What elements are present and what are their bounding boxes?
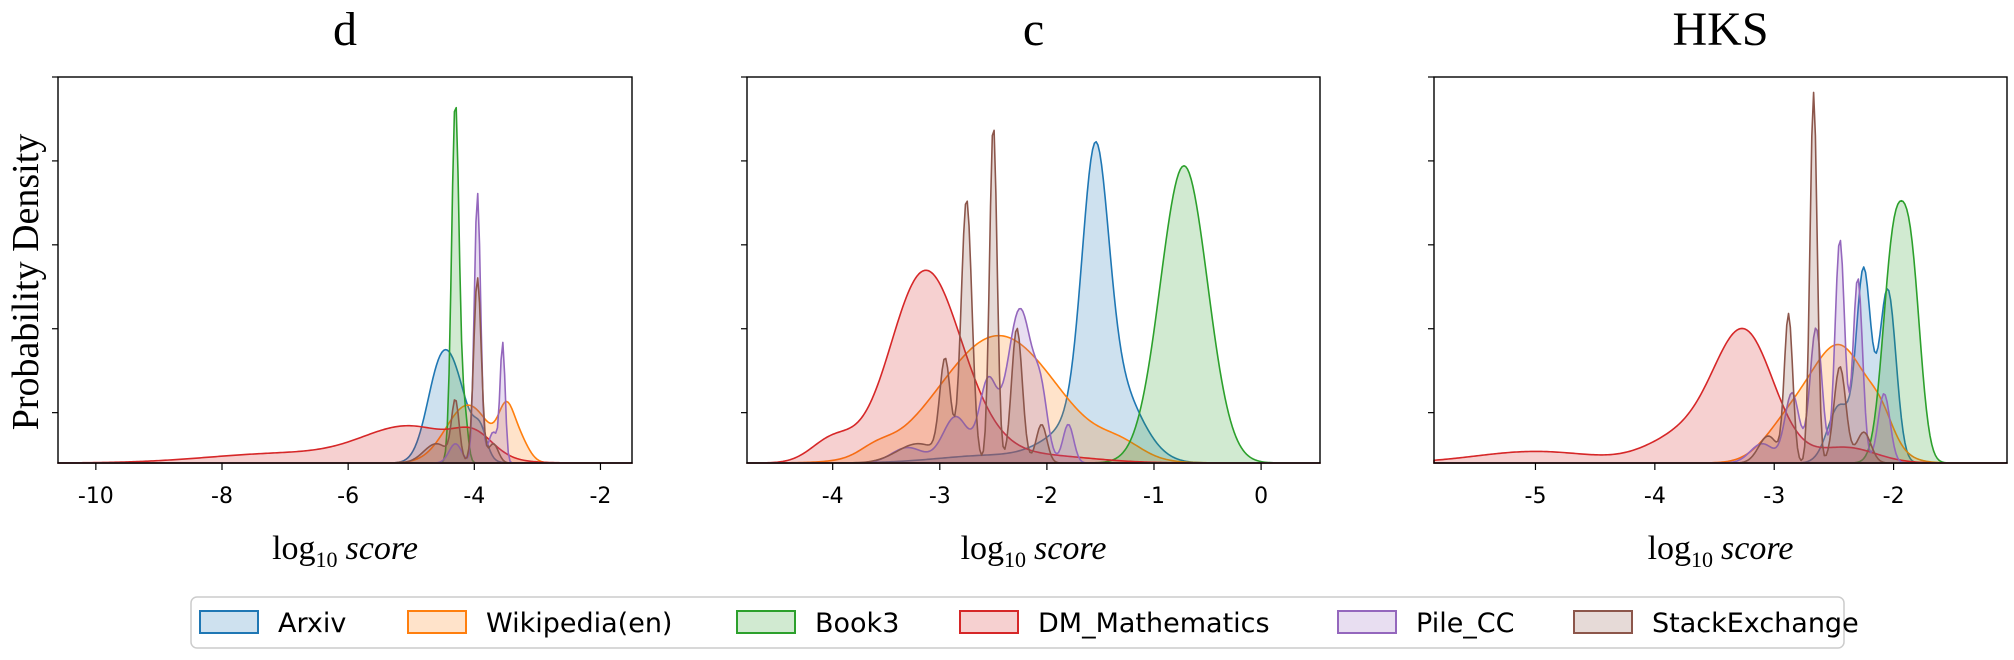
legend-swatch — [1573, 610, 1633, 634]
legend-swatch — [736, 610, 796, 634]
x-tick-label: -3 — [929, 484, 951, 509]
density-dm-mathematics — [57, 424, 633, 464]
legend-swatch — [407, 610, 467, 634]
legend-swatch — [1337, 610, 1397, 634]
x-tick-label: -1 — [1143, 484, 1165, 509]
x-tick-label: -8 — [211, 484, 233, 509]
panel-title: c — [1023, 3, 1044, 56]
y-axis-label: Probability Density — [5, 134, 47, 431]
panel-hks: HKS -5 -4 -3 -2 log10 score — [1428, 3, 2008, 572]
x-axis-label: log10 score — [272, 530, 418, 572]
legend-item-book3: Book3 — [736, 608, 899, 639]
legend-item-arxiv: Arxiv — [199, 608, 346, 639]
x-tick-label: -6 — [337, 484, 359, 509]
x-axis-label: log10 score — [961, 530, 1107, 572]
legend-swatch — [959, 610, 1019, 634]
legend-item-dm-mathematics: DM_Mathematics — [959, 608, 1270, 639]
x-tick-label: -4 — [1644, 484, 1666, 509]
legend-item-pile-cc: Pile_CC — [1337, 608, 1515, 639]
axes-frame — [1433, 76, 2008, 464]
legend-label: DM_Mathematics — [1038, 608, 1270, 639]
legend-item-stackexchange: StackExchange — [1573, 608, 1859, 639]
x-tick-label: -5 — [1525, 484, 1547, 509]
legend-label: Wikipedia(en) — [486, 608, 672, 639]
panel-title: HKS — [1672, 3, 1768, 56]
panel-d: d -10 -8 -6 -4 -2 log10 score Probability Densit… — [5, 3, 633, 572]
legend-label: Book3 — [815, 608, 899, 639]
density-pile-cc — [57, 192, 633, 464]
x-tick-label: -2 — [1036, 484, 1058, 509]
x-tick-label: -3 — [1763, 484, 1785, 509]
x-tick-label: -2 — [589, 484, 611, 509]
x-tick-label: -4 — [463, 484, 485, 509]
legend-label: Arxiv — [278, 608, 346, 639]
legend-label: StackExchange — [1652, 608, 1859, 639]
panel-c: c -4 -3 -2 -1 0 log10 score — [741, 3, 1321, 572]
legend-item-wikipedia-en: Wikipedia(en) — [407, 608, 672, 639]
density-dm-mathematics — [1433, 327, 2008, 464]
legend: Arxiv Wikipedia(en) Book3 DM_Mathematics Pil… — [190, 596, 1859, 649]
panel-title: d — [333, 3, 357, 56]
x-tick-label: -10 — [78, 484, 114, 509]
axes-frame — [57, 76, 633, 464]
x-axis-label: log10 score — [1648, 530, 1794, 572]
x-tick-label: -2 — [1883, 484, 1905, 509]
x-tick-label: -4 — [822, 484, 844, 509]
density-book3 — [57, 106, 633, 464]
legend-label: Pile_CC — [1416, 608, 1515, 639]
axes-frame — [746, 76, 1321, 464]
density-stackexchange — [57, 277, 633, 464]
legend-swatch — [199, 610, 259, 634]
x-tick-label: 0 — [1254, 484, 1268, 509]
